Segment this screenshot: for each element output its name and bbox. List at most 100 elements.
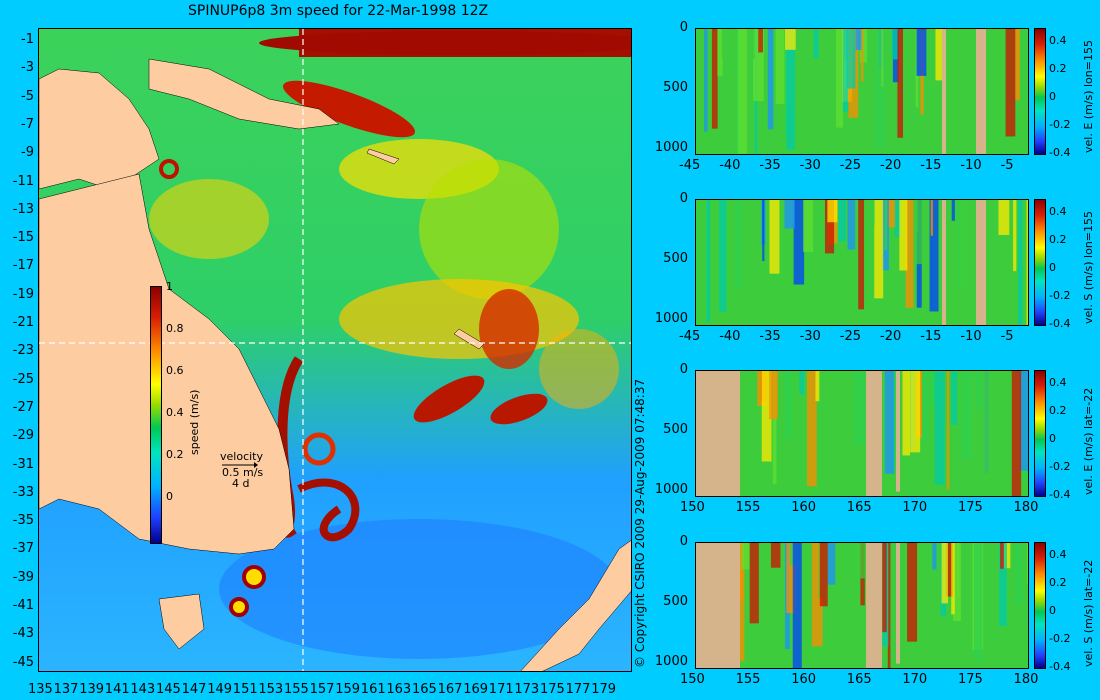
section-stripe	[706, 200, 711, 322]
latitude-tick: -21	[12, 315, 34, 330]
speed-colorbar-tick: 0.6	[166, 364, 184, 377]
longitude-tick: 167	[437, 682, 463, 697]
latitude-tick: -23	[12, 343, 34, 359]
section-colorbar-tick: 0.4	[1049, 205, 1067, 218]
section-colorbar-tick: 0	[1049, 432, 1056, 445]
section-colorbar	[1034, 28, 1046, 155]
longitude-tick: 155	[284, 682, 309, 697]
section-stripe	[792, 543, 802, 668]
section-stripe	[698, 200, 705, 274]
speed-colorbar	[150, 286, 162, 544]
section-x-tick: -35	[759, 158, 781, 173]
section-x-tick: 180	[1013, 500, 1039, 515]
section-stripe	[960, 29, 964, 69]
section-stripe	[735, 200, 742, 290]
velocity-key-speed: 0.5 m/s	[222, 466, 264, 479]
section-depth-tick: 0	[679, 20, 688, 35]
longitude-tick: 165	[412, 682, 437, 697]
longitude-tick: 153	[258, 682, 284, 697]
section-x-tick: -25	[839, 158, 862, 173]
section-colorbar-tick: -0.2	[1049, 460, 1071, 473]
section-colorbar-tick: 0.2	[1049, 404, 1067, 417]
section-colorbar-tick: 0.4	[1049, 548, 1067, 561]
section-stripe	[910, 371, 921, 453]
section-depth-tick: 1000	[654, 140, 688, 155]
section-x-tick: -25	[839, 329, 862, 344]
section-stripe	[999, 543, 1007, 626]
longitude-tick: 157	[309, 682, 335, 697]
latitude-tick: -45	[12, 654, 34, 670]
section-stripe	[899, 200, 908, 271]
latitude-tick: -19	[12, 286, 34, 302]
section-colorbar-tick: 0	[1049, 90, 1056, 103]
section-stripe	[975, 371, 981, 410]
section-stripe	[951, 371, 958, 425]
section-stripe	[884, 371, 895, 474]
section-colorbar-tick: 0	[1049, 604, 1056, 617]
section-stripe	[930, 371, 938, 404]
section-stripe	[741, 543, 750, 570]
section-x-tick: -10	[960, 329, 982, 344]
section-plot	[698, 200, 1028, 325]
section-x-tick: -45	[679, 158, 701, 173]
section-x-tick: 150	[680, 500, 705, 515]
section-x-tick: -45	[679, 329, 701, 344]
latitude-tick: -15	[12, 230, 34, 246]
latitude-tick: -27	[12, 399, 34, 415]
longitude-tick: 163	[386, 682, 412, 697]
latitude-tick: -25	[12, 371, 34, 387]
section-stripe	[785, 29, 796, 50]
section-colorbar-tick: -0.4	[1049, 488, 1071, 501]
section-stripe	[934, 371, 945, 485]
section-panel-label: vel. E (m/s) lon=155	[1082, 40, 1095, 153]
section-stripe	[874, 200, 884, 299]
section-depth-tick: 1000	[654, 311, 688, 326]
section-stripe	[941, 543, 948, 604]
section-stripe	[935, 29, 944, 81]
section-stripe	[872, 200, 875, 226]
section-land	[866, 371, 882, 496]
copyright-note: © Copyright CSIRO 2009 29-Aug-2009 07:48…	[633, 378, 647, 668]
latitude-tick: -29	[12, 428, 34, 444]
section-stripe	[904, 29, 908, 97]
latitude-tick: -39	[12, 569, 34, 585]
section-x-tick: -20	[880, 158, 902, 173]
section-depth-tick: 500	[663, 594, 688, 609]
section-land	[696, 543, 740, 668]
section-stripe	[784, 371, 793, 439]
section-x-tick: 150	[680, 672, 705, 687]
section-stripe	[983, 371, 990, 491]
section-stripe	[961, 371, 971, 460]
section-x-tick: -35	[759, 329, 781, 344]
velocity-key-title: velocity	[220, 450, 263, 463]
section-plot	[704, 29, 1020, 154]
section-stripe	[807, 371, 817, 487]
section-x-tick: 160	[791, 500, 817, 515]
section-stripe	[1018, 200, 1023, 325]
section-stripe	[1005, 29, 1016, 137]
section-x-tick: 175	[958, 500, 983, 515]
section-panel	[695, 199, 1029, 326]
section-stripe	[799, 371, 805, 395]
section-x-tick: -40	[719, 158, 741, 173]
section-panel	[695, 28, 1029, 155]
section-stripe	[824, 200, 835, 254]
section-stripe	[719, 200, 727, 312]
section-stripe	[1013, 200, 1017, 272]
section-depth-tick: 0	[679, 362, 688, 377]
section-x-tick: 155	[735, 500, 761, 515]
longitude-tick: 173	[514, 682, 540, 697]
longitude-tick: 141	[104, 682, 130, 697]
latitude-tick: -7	[21, 116, 34, 132]
speed-colorbar-tick: 1	[166, 280, 173, 293]
section-stripe	[737, 29, 747, 154]
section-x-tick: -20	[880, 329, 902, 344]
section-stripe	[704, 29, 708, 132]
section-stripe	[944, 200, 950, 325]
section-stripe	[858, 200, 865, 310]
section-land	[976, 200, 986, 325]
longitude-tick: 147	[181, 682, 207, 697]
latitude-tick: -1	[21, 32, 34, 47]
section-stripe	[946, 371, 950, 490]
section-x-tick: -15	[920, 158, 942, 173]
